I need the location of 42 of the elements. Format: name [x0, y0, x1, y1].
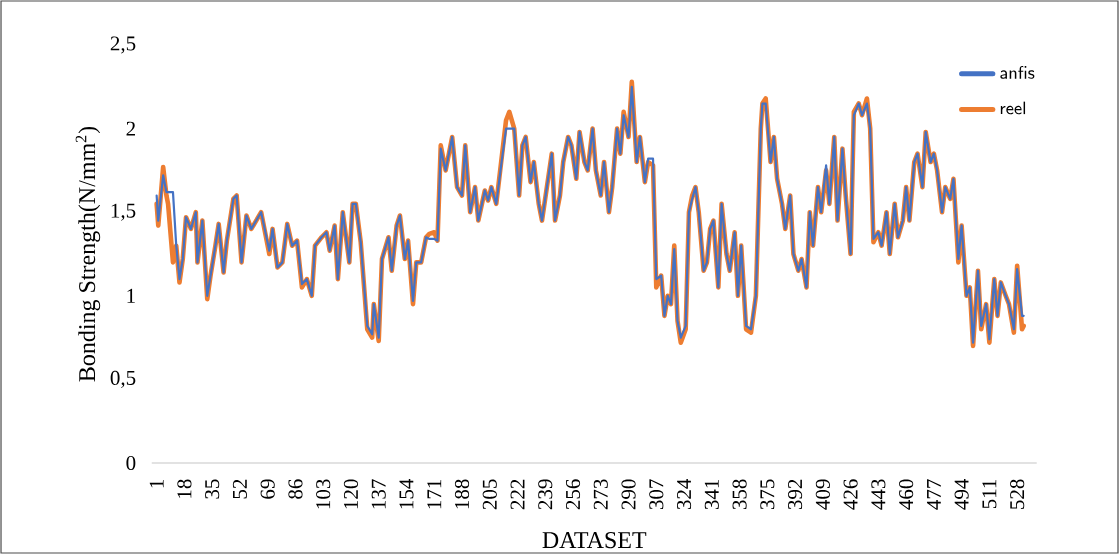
x-tick-label: 324: [677, 478, 692, 510]
y-tick-label: 0: [126, 455, 136, 471]
x-tick-label: 426: [843, 479, 858, 510]
x-tick-label: 256: [565, 479, 581, 510]
x-tick-label: 375: [760, 479, 775, 510]
x-tick-label: 290: [621, 479, 636, 510]
x-tick-label: 528: [1010, 479, 1025, 509]
x-tick-label: 273: [593, 479, 608, 510]
x-tick-label: 1: [149, 479, 164, 488]
x-tick-label: 358: [732, 479, 747, 510]
x-tick-label: 69: [260, 479, 275, 499]
x-axis-title: DATASET: [542, 532, 647, 549]
x-tick-label: 188: [454, 479, 470, 509]
x-tick-label: 18: [177, 479, 192, 498]
x-tick-label: 35: [205, 479, 220, 499]
y-tick-label: 1: [127, 288, 135, 303]
x-tick-label: 409: [815, 479, 830, 510]
x-tick-label: 460: [899, 479, 914, 510]
x-tick-label: 341: [704, 479, 719, 510]
y-tick-label: 2: [126, 121, 135, 136]
y-axis-title: Bonding Strength(N/mm$^{2}$): [75, 126, 101, 382]
x-tick-label: 120: [343, 479, 359, 509]
y-tick-label: 2,5: [110, 36, 136, 54]
y-tick-label: 1,5: [111, 203, 136, 221]
legend-label: reel: [1000, 101, 1026, 115]
x-tick-label: 477: [926, 479, 941, 510]
x-tick-label: 511: [982, 479, 997, 509]
x-tick-label: 239: [538, 479, 553, 510]
y-tick-label: 0,5: [110, 370, 136, 388]
x-tick-label: 494: [954, 478, 969, 510]
x-tick-label: 137: [371, 479, 386, 509]
x-tick-label: 307: [649, 479, 664, 510]
x-tick-label: 154: [399, 478, 414, 509]
x-tick-label: 205: [482, 479, 497, 510]
legend-label: anfis: [1000, 65, 1035, 79]
x-tick-label: 103: [316, 479, 331, 509]
x-tick-label: 392: [788, 479, 803, 510]
x-tick-label: 171: [427, 479, 442, 509]
x-tick-label: 52: [232, 479, 247, 499]
x-tick-label: 222: [510, 479, 525, 510]
x-tick-label: 443: [871, 479, 886, 510]
x-tick-label: 86: [288, 479, 303, 499]
